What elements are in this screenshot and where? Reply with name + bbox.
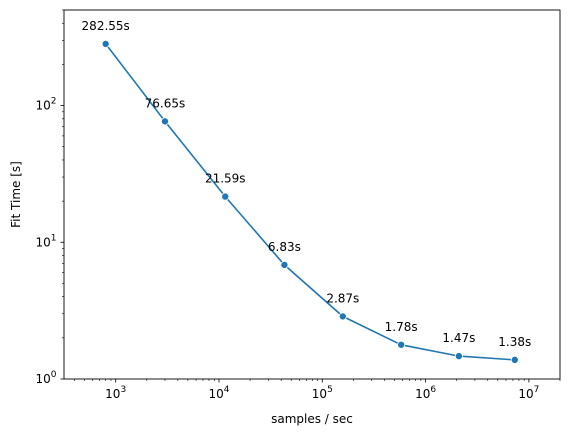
x-tick-label: 106 xyxy=(415,385,436,401)
data-label: 76.65s xyxy=(145,96,186,110)
data-label: 282.55s xyxy=(82,19,130,33)
data-label: 21.59s xyxy=(205,172,246,186)
y-tick-label: 100 xyxy=(35,370,56,386)
x-tick-label: 103 xyxy=(105,385,126,401)
series-line xyxy=(105,43,515,361)
x-tick-label: 107 xyxy=(518,385,539,401)
y-axis-label: Fit Time [s] xyxy=(9,161,23,228)
data-point xyxy=(454,352,463,361)
series-group xyxy=(101,39,519,364)
data-point xyxy=(160,117,169,126)
y-tick-label: 101 xyxy=(35,233,56,249)
x-axis-label: samples / sec xyxy=(271,412,353,426)
plot-frame xyxy=(63,9,561,380)
major-ticks: 103 104 105 106 107 100 101 102 xyxy=(35,97,539,401)
x-tick-label: 104 xyxy=(208,385,229,401)
data-label: 1.47s xyxy=(442,331,475,345)
data-point xyxy=(510,355,519,364)
data-label: 2.87s xyxy=(326,291,359,305)
data-labels: 282.55s 76.65s 21.59s 6.83s 2.87s 1.78s 1.47s 1… xyxy=(82,19,532,349)
x-tick-label: 105 xyxy=(312,385,333,401)
data-point xyxy=(338,312,347,321)
data-point xyxy=(397,340,406,349)
data-label: 1.38s xyxy=(498,335,531,349)
data-point xyxy=(221,192,230,201)
data-point xyxy=(101,39,110,48)
data-label: 6.83s xyxy=(268,240,301,254)
data-point xyxy=(280,260,289,269)
data-label: 1.78s xyxy=(385,320,418,334)
y-tick-label: 102 xyxy=(35,97,56,113)
